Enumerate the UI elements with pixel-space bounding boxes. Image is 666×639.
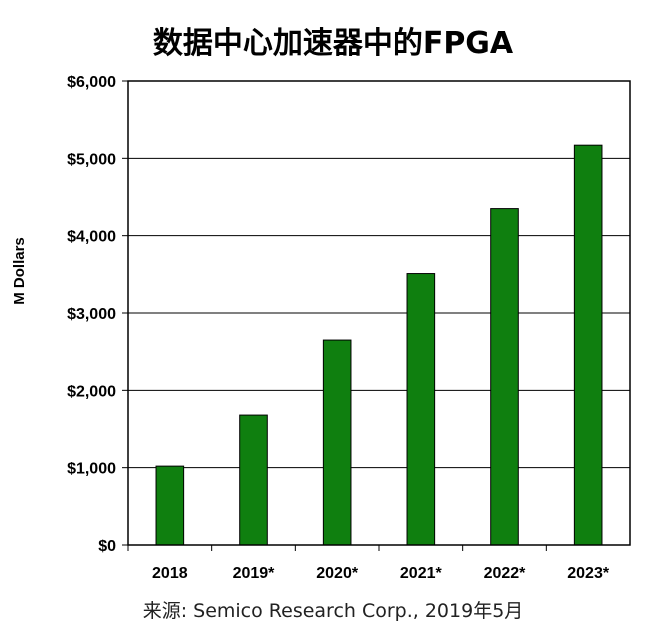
- chart-title: 数据中心加速器中的FPGA: [152, 26, 514, 61]
- y-tick-labels: $0 $1,000 $2,000 $3,000 $4,000 $5,000 $6,000: [67, 74, 128, 555]
- y-tick-label: $1,000: [67, 461, 116, 478]
- bar-2019-projected: [239, 414, 268, 546]
- x-tick-label: 2018: [152, 565, 188, 582]
- bars: [155, 144, 603, 546]
- bar-2022-projected: [490, 208, 519, 546]
- x-tick-label: 2022*: [484, 565, 527, 582]
- x-tick-labels: 2018 2019* 2020* 2021* 2022* 2023*: [127, 545, 610, 582]
- bar-2018: [155, 465, 185, 546]
- bar-2021-projected: [406, 273, 436, 546]
- y-tick-label: $2,000: [67, 383, 116, 400]
- x-tick-label: 2023*: [567, 565, 610, 582]
- y-tick-label: $3,000: [67, 306, 116, 323]
- x-tick-label: 2019*: [233, 565, 276, 582]
- gridlines: [128, 157, 630, 469]
- y-axis-label: M Dollars: [11, 237, 28, 305]
- y-tick-label: $5,000: [67, 151, 116, 168]
- x-tick-label: 2020*: [316, 565, 359, 582]
- x-tick-label: 2021*: [400, 565, 443, 582]
- y-tick-label: $4,000: [67, 229, 116, 246]
- source-note: 来源: Semico Research Corp., 2019年5月: [142, 600, 524, 622]
- bar-2023-projected: [573, 144, 603, 546]
- y-tick-label: $6,000: [67, 74, 116, 91]
- bar-2020-projected: [322, 339, 352, 546]
- y-tick-label: $0: [98, 538, 116, 555]
